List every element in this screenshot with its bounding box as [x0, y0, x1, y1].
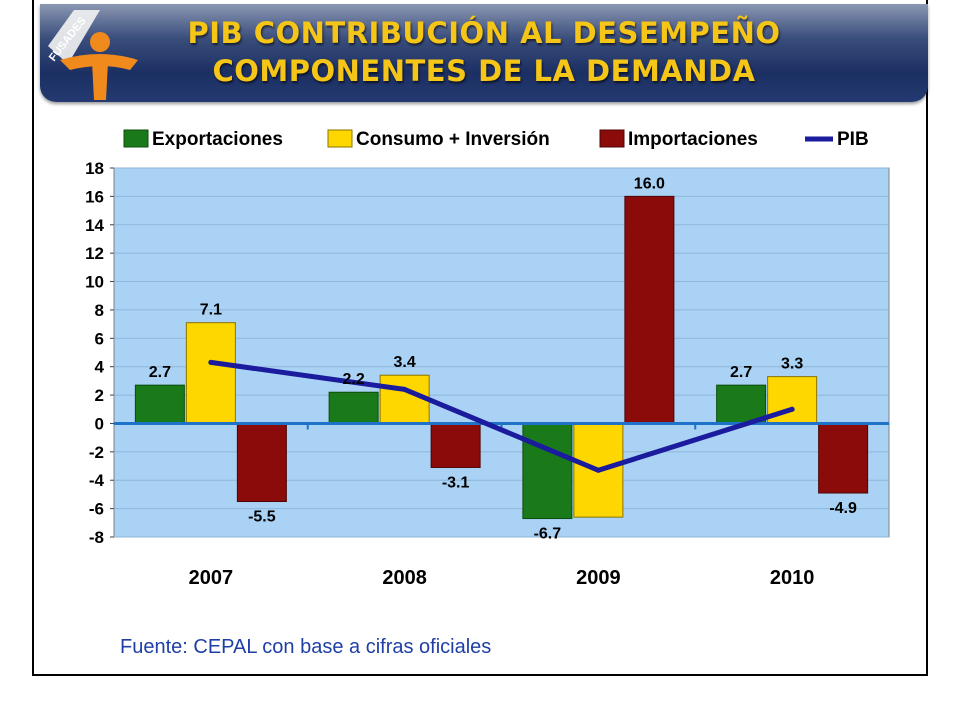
y-tick-label: -2 [89, 443, 104, 462]
bar-exportaciones-2009 [522, 422, 573, 520]
legend-item-importaciones: Importaciones [599, 129, 758, 150]
title-line-1: PIB CONTRIBUCIÓN AL DESEMPEÑO [187, 16, 781, 50]
pib-point [208, 359, 214, 365]
y-tick-label: 2 [95, 386, 104, 405]
y-tick-label: 0 [95, 414, 104, 433]
bar-series [134, 195, 869, 520]
x-axis: 2007 2008 2009 2010 [189, 567, 815, 589]
legend-label: Importaciones [628, 129, 758, 150]
data-label: 3.3 [781, 356, 803, 373]
y-tick-label: -8 [89, 528, 104, 547]
y-tick-label: 8 [95, 301, 104, 320]
legend-label: PIB [837, 129, 869, 150]
bar-consumo-inversi-n-2008 [379, 374, 430, 424]
y-axis: -8 -6 -4 -2 0 2 4 6 8 10 12 14 16 18 [85, 159, 114, 547]
title-line-2: COMPONENTES DE LA DEMANDA [212, 54, 756, 88]
title-banner [40, 4, 928, 102]
x-category-label: 2008 [382, 567, 427, 589]
y-tick-label: -4 [89, 471, 105, 490]
data-label: -6.7 [534, 526, 562, 543]
legend-swatch [327, 129, 353, 148]
legend-label: Consumo + Inversión [356, 129, 550, 150]
data-label: 7.1 [200, 302, 222, 319]
data-label: 3.4 [394, 354, 416, 371]
data-label: -4.9 [829, 500, 857, 517]
y-tick-label: 18 [85, 159, 104, 178]
y-tick-label: 6 [95, 329, 104, 348]
legend-swatch [123, 129, 149, 148]
bar-importaciones-2009 [624, 195, 675, 424]
chart-legend: Exportaciones Consumo + Inversión Importac… [123, 129, 869, 150]
legend-item-exportaciones: Exportaciones [123, 129, 283, 150]
source-footnote: Fuente: CEPAL con base a cifras oficiale… [120, 636, 492, 658]
bar-exportaciones-2008 [328, 391, 379, 424]
y-tick-label: 4 [95, 358, 105, 377]
legend-item-consumo-inversi-n: Consumo + Inversión [327, 129, 550, 150]
bar-consumo-inversi-n-2007 [185, 322, 236, 424]
data-label: -3.1 [442, 474, 470, 491]
pib-line-series [208, 359, 795, 473]
bar-exportaciones-2007 [134, 384, 185, 424]
data-label: -5.5 [248, 509, 276, 526]
data-labels: 2.7 2.2 -6.7 2.7 7.1 3.4 3.3 -5.5 -3.1 16.0 -4.9 [149, 175, 857, 542]
y-tick-label: -6 [89, 500, 104, 519]
page-title: PIB CONTRIBUCIÓN AL DESEMPEÑO COMPONENTE… [40, 14, 928, 90]
x-category-label: 2009 [576, 567, 621, 589]
y-tick-label: 14 [85, 216, 104, 235]
pib-point [595, 467, 601, 473]
y-tick-label: 10 [85, 273, 104, 292]
pib-line [208, 359, 795, 473]
bar-importaciones-2008 [430, 422, 481, 468]
legend-item-pib: PIB [805, 129, 869, 150]
y-tick-label: 16 [85, 187, 104, 206]
data-label: 2.7 [730, 364, 752, 381]
bar-exportaciones-2010 [716, 384, 767, 424]
legend-swatch [599, 129, 625, 148]
data-label: 16.0 [634, 175, 665, 192]
y-tick-label: 12 [85, 244, 104, 263]
bar-importaciones-2007 [236, 422, 287, 503]
fusades-logo-icon: FUSADES [47, 10, 138, 100]
x-category-label: 2007 [189, 567, 234, 589]
pib-point [402, 386, 408, 392]
bar-importaciones-2010 [818, 422, 869, 494]
data-label: 2.7 [149, 364, 171, 381]
pib-point [789, 406, 795, 412]
x-category-label: 2010 [770, 567, 815, 589]
data-label: 2.2 [343, 371, 365, 388]
legend-label: Exportaciones [152, 129, 283, 150]
